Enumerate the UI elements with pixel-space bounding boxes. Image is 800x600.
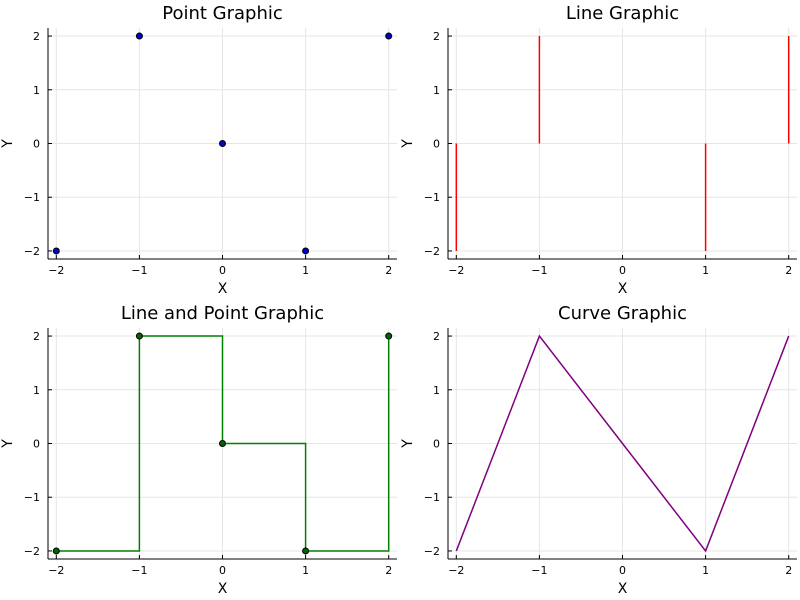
y-tick-label: −2 [24, 545, 40, 558]
data-point [219, 140, 226, 147]
data-point [302, 247, 310, 255]
x-tick-label: −1 [531, 564, 547, 577]
x-tick-label: −1 [131, 564, 147, 577]
y-axis-label: Y [0, 139, 16, 149]
chart-title: Line Graphic [566, 3, 679, 24]
chart-title: Point Graphic [162, 3, 283, 24]
x-tick-label: 0 [619, 264, 626, 277]
x-tick-label: 2 [785, 564, 792, 577]
x-tick-label: 0 [219, 264, 226, 277]
y-tick-label: −2 [24, 245, 40, 258]
x-axis-label: X [618, 281, 628, 297]
x-tick-label: −1 [131, 264, 147, 277]
panel-line-graphic: Line Graphic X Y −2 −1 0 1 2 −2 −1 0 1 2 [400, 3, 797, 297]
data-point [385, 332, 393, 340]
data-point [52, 547, 60, 555]
y-tick-label: 0 [433, 138, 440, 151]
x-axis-label: X [618, 581, 628, 597]
y-tick-label: −1 [424, 491, 440, 504]
x-tick-label: 2 [785, 264, 792, 277]
y-tick-label: 1 [33, 384, 40, 397]
series-line [455, 334, 790, 553]
x-tick-label: 1 [702, 264, 709, 277]
x-tick-label: −2 [48, 264, 64, 277]
data-point [135, 32, 143, 40]
data-point [135, 332, 143, 340]
x-tick-label: −2 [48, 564, 64, 577]
y-tick-label: −1 [24, 491, 40, 504]
x-tick-label: 1 [302, 564, 309, 577]
panel-curve-graphic: Curve Graphic X Y −2 −1 0 1 2 −2 −1 0 1 2 [400, 303, 797, 597]
x-tick-label: 0 [219, 564, 226, 577]
y-tick-label: 2 [33, 30, 40, 43]
chart-title: Curve Graphic [558, 303, 687, 324]
y-tick-label: −2 [424, 245, 440, 258]
x-axis-label: X [218, 581, 228, 597]
data-point [385, 32, 393, 40]
y-axis-label: Y [400, 439, 416, 449]
y-tick-label: 1 [433, 84, 440, 97]
y-axis-label: Y [400, 139, 416, 149]
y-tick-label: 0 [433, 438, 440, 451]
y-tick-label: 1 [433, 384, 440, 397]
x-tick-label: 1 [702, 564, 709, 577]
y-tick-label: −1 [424, 191, 440, 204]
y-tick-label: 1 [33, 84, 40, 97]
x-tick-label: 0 [619, 564, 626, 577]
x-tick-label: 1 [302, 264, 309, 277]
y-tick-label: 2 [433, 330, 440, 343]
x-axis-label: X [218, 281, 228, 297]
chart-title: Line and Point Graphic [121, 303, 324, 324]
x-tick-label: −1 [531, 264, 547, 277]
x-tick-label: −2 [448, 264, 464, 277]
x-tick-label: 2 [385, 264, 392, 277]
y-tick-label: −1 [24, 191, 40, 204]
panel-point-graphic: Point Graphic X Y −2 −1 0 1 2 −2 −1 0 1 2 [0, 3, 397, 297]
y-tick-label: 2 [33, 330, 40, 343]
x-tick-label: 2 [385, 564, 392, 577]
data-point [219, 440, 226, 447]
y-tick-label: 0 [33, 138, 40, 151]
data-point [302, 547, 310, 555]
panel-line-and-point-graphic: Line and Point Graphic X Y −2 −1 0 1 2 −2 −1 0 1… [0, 303, 397, 597]
x-tick-label: −2 [448, 564, 464, 577]
y-tick-label: 2 [433, 30, 440, 43]
y-tick-label: −2 [424, 545, 440, 558]
data-point [52, 247, 60, 255]
y-axis-label: Y [0, 439, 16, 449]
y-tick-label: 0 [33, 438, 40, 451]
